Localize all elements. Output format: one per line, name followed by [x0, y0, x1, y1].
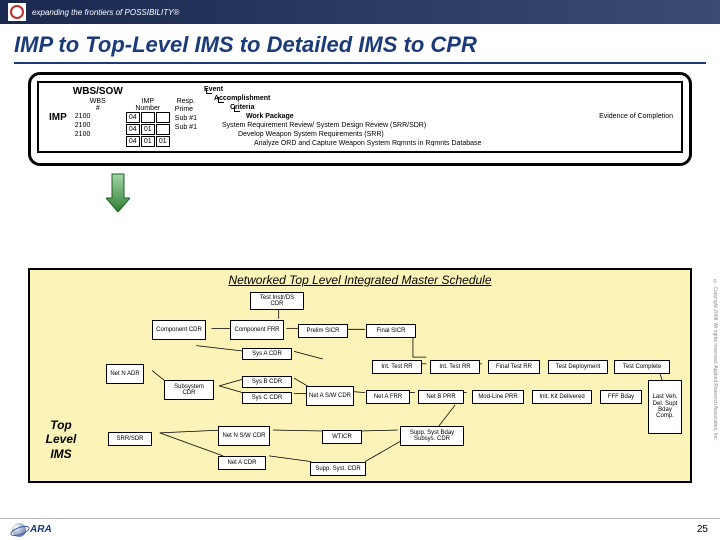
- ims-node-n23: Net N S/W CDR: [218, 426, 270, 446]
- hier-accomplishment: Accomplishment: [214, 95, 270, 103]
- hier-workpackage: Work Package: [246, 113, 294, 121]
- hier-criteria: Criteria: [230, 104, 255, 112]
- ims-node-n02: Component CDR: [152, 320, 206, 340]
- ims-node-n04: Prelim SICR: [298, 324, 348, 338]
- ims-side-label: Top Level IMS: [36, 418, 86, 461]
- imp-table: IMP WBS/SOW WBS # 2100 2100 2100 IMP Num…: [37, 81, 683, 153]
- imp-panel: IMP WBS/SOW WBS # 2100 2100 2100 IMP Num…: [28, 72, 692, 166]
- n3: [156, 124, 170, 135]
- ims-node-n03: Component FRR: [230, 320, 284, 340]
- ims-node-n25: Supp. Syst Bday Subsys. CDR: [400, 426, 464, 446]
- resp-cell: Prime: [173, 105, 199, 114]
- ims-node-n05: Final SICR: [366, 324, 416, 338]
- page-number: 25: [697, 524, 708, 535]
- ims-node-n12: Test Complete: [614, 360, 670, 374]
- ims-body: Test Instr/DS CDR Component CDR Component …: [90, 290, 686, 477]
- resp-col: Resp. Prime Sub #1 Sub #1: [173, 98, 199, 148]
- top-banner: expanding the frontiers of POSSIBILITY®: [0, 0, 720, 24]
- n1: 04: [126, 136, 140, 147]
- n3: 01: [156, 136, 170, 147]
- page-title: IMP to Top-Level IMS to Detailed IMS to …: [0, 24, 720, 62]
- wbs-sow-label: WBS/SOW: [73, 86, 123, 97]
- wbs-hdr: WBS #: [73, 98, 123, 112]
- copyright-vertical: © Copyright 2008. All rights reserved. A…: [710, 260, 718, 460]
- impnum-col: IMP Number 04 04 01 04 01 01: [126, 98, 170, 148]
- ims-node-n11: Test Deployment: [548, 360, 608, 374]
- hier-event: Event: [204, 86, 223, 94]
- logo-orb-icon: [12, 523, 26, 537]
- n1: 04: [126, 124, 140, 135]
- ims-node-n21: FFF Bday: [600, 390, 642, 404]
- n2: 01: [141, 136, 155, 147]
- evidence-label: Evidence of Completion: [599, 113, 673, 121]
- ims-node-n07: Net N ADR: [106, 364, 144, 384]
- ims-node-n22: SRR/SDR: [108, 432, 152, 446]
- ims-node-n10: Final Test RR: [488, 360, 540, 374]
- ims-node-n19: Mod-Line PRR: [472, 390, 524, 404]
- ims-node-n13: Subsystem CDR: [164, 380, 214, 400]
- hier-l5: System Requirement Review/ System Design…: [222, 122, 426, 130]
- ims-node-n17: Net A FRR: [366, 390, 410, 404]
- title-rule: [14, 62, 706, 64]
- wbs-cell: 2100: [73, 130, 123, 139]
- n2: 01: [141, 124, 155, 135]
- logo-text: ARA: [30, 524, 52, 535]
- ims-node-n18: Net B PRR: [418, 390, 464, 404]
- ims-node-n20: Init. Kit Delivered: [532, 390, 592, 404]
- ims-node-n15: Sys C CDR: [242, 392, 292, 404]
- ims-node-n08: Int. Test RR: [372, 360, 422, 374]
- hier-l6: Develop Weapon System Requirements (SRR): [238, 131, 384, 139]
- imp-side-label: IMP: [43, 102, 73, 133]
- footer: ARA 25: [0, 518, 720, 540]
- hierarchy-block: Event Accomplishment Criteria Work Packa…: [202, 86, 677, 148]
- resp-cell: Sub #1: [173, 114, 199, 123]
- n3: [156, 112, 170, 123]
- wbs-cell: 2100: [73, 121, 123, 130]
- down-arrow-icon: [106, 172, 130, 212]
- ims-node-n01: Test Instr/DS CDR: [250, 292, 304, 310]
- wbs-cell: 2100: [73, 112, 123, 121]
- ims-node-n27: Supp. Syst. CDR: [310, 462, 366, 476]
- banner-tagline: expanding the frontiers of POSSIBILITY®: [32, 8, 179, 17]
- resp-cell: Sub #1: [173, 123, 199, 132]
- ara-logo: ARA: [12, 523, 52, 537]
- wbs-col: WBS/SOW WBS # 2100 2100 2100: [73, 86, 123, 148]
- n2: [141, 112, 155, 123]
- ims-node-n06: Sys A CDR: [242, 348, 292, 360]
- hier-l7: Analyze ORD and Capture Weapon System Rq…: [254, 140, 481, 148]
- banner-logo-icon: [8, 3, 26, 21]
- ims-node-n09: Int. Test RR: [430, 360, 480, 374]
- impnum-hdr: IMP Number: [126, 98, 170, 112]
- ims-node-n24: WTICR: [322, 430, 362, 444]
- ims-node-n26: Net A CDR: [218, 456, 266, 470]
- ims-node-n14: Sys B CDR: [242, 376, 292, 388]
- ims-title: Networked Top Level Integrated Master Sc…: [30, 270, 690, 289]
- ims-panel: Networked Top Level Integrated Master Sc…: [28, 268, 692, 483]
- ims-node-n16: Net A S/W CDR: [306, 386, 354, 406]
- n1: 04: [126, 112, 140, 123]
- ims-node-n28: Last Veh. Del. Supt Bday Comp.: [648, 380, 682, 434]
- resp-hdr: Resp.: [173, 98, 199, 105]
